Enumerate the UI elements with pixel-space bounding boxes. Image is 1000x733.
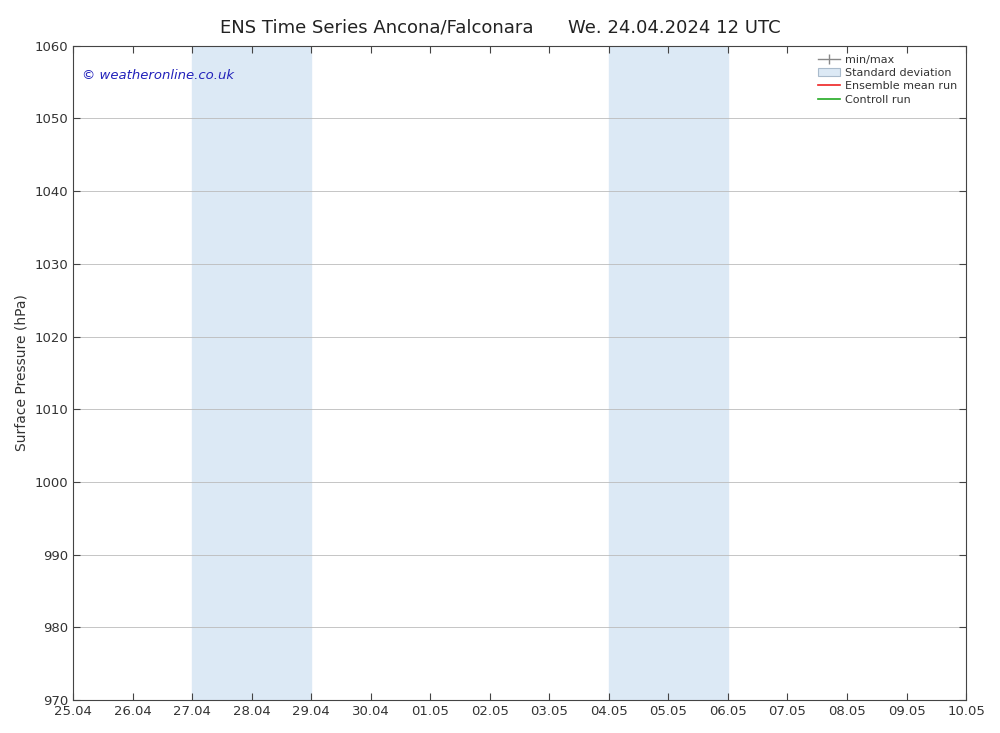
Bar	[609, 45, 728, 700]
Text: © weatheronline.co.uk: © weatheronline.co.uk	[82, 69, 234, 81]
Bar	[192, 45, 311, 700]
Legend: min/max, Standard deviation, Ensemble mean run, Controll run: min/max, Standard deviation, Ensemble me…	[815, 51, 961, 108]
Y-axis label: Surface Pressure (hPa): Surface Pressure (hPa)	[15, 295, 29, 452]
Text: ENS Time Series Ancona/Falconara      We. 24.04.2024 12 UTC: ENS Time Series Ancona/Falconara We. 24.…	[220, 18, 780, 37]
